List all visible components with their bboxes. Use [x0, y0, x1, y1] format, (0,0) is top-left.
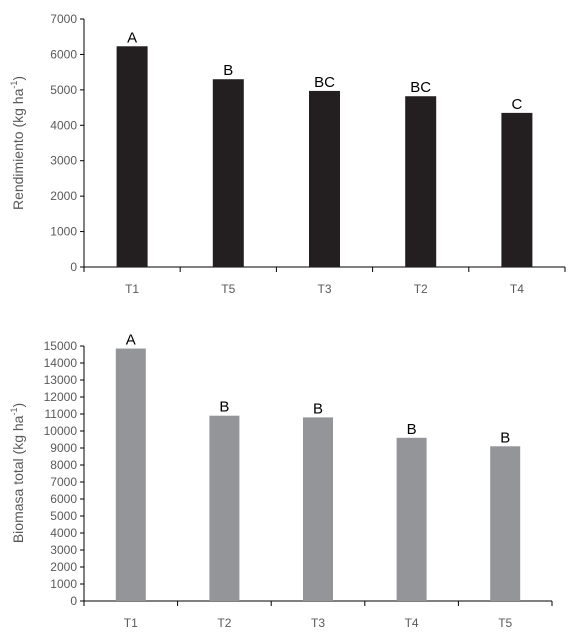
yield-data-label-t5: B: [223, 62, 233, 79]
biomass-y-tick-label: 0: [70, 594, 77, 608]
yield-y-tick-label: 5000: [50, 83, 77, 97]
biomass-x-tick-label-t1: T1: [124, 616, 138, 630]
biomass-y-tick-label: 5000: [50, 509, 77, 523]
yield-y-tick-label: 6000: [50, 47, 77, 61]
biomass-data-label-t4: B: [407, 421, 417, 438]
yield-y-tick-label: 4000: [50, 118, 77, 132]
biomass-data-label-t5: B: [500, 429, 510, 446]
yield-x-tick-label-t3: T3: [317, 282, 331, 296]
biomass-y-tick-label: 10000: [44, 424, 78, 438]
biomass-x-tick-label-t3: T3: [311, 616, 325, 630]
biomass-y-tick-label: 14000: [44, 356, 78, 370]
biomass-data-label-t1: A: [126, 332, 136, 349]
yield-x-tick-label-t4: T4: [510, 282, 524, 296]
yield-x-tick-label-t2: T2: [414, 282, 428, 296]
biomass-bar-t3: [303, 417, 333, 601]
yield-y-tick-label: 2000: [50, 189, 77, 203]
yield-y-tick-label: 7000: [50, 12, 77, 26]
yield-y-tick-label: 0: [70, 260, 77, 274]
yield-data-label-t3: BC: [314, 74, 335, 91]
yield-x-tick-label-t1: T1: [125, 282, 139, 296]
yield-data-label-t4: C: [511, 96, 522, 113]
yield-y-tick-label: 1000: [50, 225, 77, 239]
biomass-y-tick-label: 4000: [50, 526, 77, 540]
biomass-y-tick-label: 6000: [50, 492, 77, 506]
biomass-y-tick-label: 9000: [50, 441, 77, 455]
yield-bar-t1: [116, 46, 148, 267]
yield-y-tick-label: 3000: [50, 154, 77, 168]
biomass-y-tick-label: 1000: [50, 577, 77, 591]
biomass-y-tick-label: 2000: [50, 560, 77, 574]
biomass-bar-t2: [209, 415, 240, 601]
biomass-x-tick-label-t4: T4: [405, 616, 419, 630]
biomass-y-tick-label: 13000: [44, 373, 78, 387]
biomass-y-tick-label: 12000: [44, 390, 78, 404]
biomass-bar-t1: [115, 348, 146, 601]
biomass-y-tick-label: 8000: [50, 458, 77, 472]
biomass-x-tick-label-t5: T5: [498, 616, 512, 630]
biomass-y-tick-label: 3000: [50, 543, 77, 557]
yield-y-axis-label: Rendimiento (kg ha-1): [9, 76, 26, 210]
yield-bar-t3: [309, 90, 340, 267]
biomass-data-label-t3: B: [313, 400, 323, 417]
yield-chart: Rendimiento (kg ha-1) 0 1000 2000 3000 4000 5…: [9, 12, 566, 296]
yield-bar-t4: [501, 112, 533, 267]
biomass-y-tick-label: 15000: [44, 339, 78, 353]
yield-data-label-t1: A: [127, 29, 137, 46]
biomass-y-axis-label: Biomasa total (kg ha-1): [9, 403, 26, 543]
biomass-bar-t4: [396, 437, 427, 601]
yield-bar-t5: [212, 79, 244, 267]
yield-data-label-t2: BC: [410, 79, 431, 96]
biomass-x-tick-label-t2: T2: [217, 616, 231, 630]
biomass-y-tick-label: 7000: [50, 475, 77, 489]
biomass-y-tick-label: 11000: [45, 407, 78, 421]
yield-x-tick-label-t5: T5: [221, 282, 235, 296]
biomass-data-label-t2: B: [219, 399, 229, 416]
biomass-bar-t5: [490, 446, 521, 601]
biomass-chart: Biomasa total (kg ha-1) 0 1000 2000 3000 400…: [9, 332, 553, 630]
yield-bar-t2: [405, 96, 437, 267]
